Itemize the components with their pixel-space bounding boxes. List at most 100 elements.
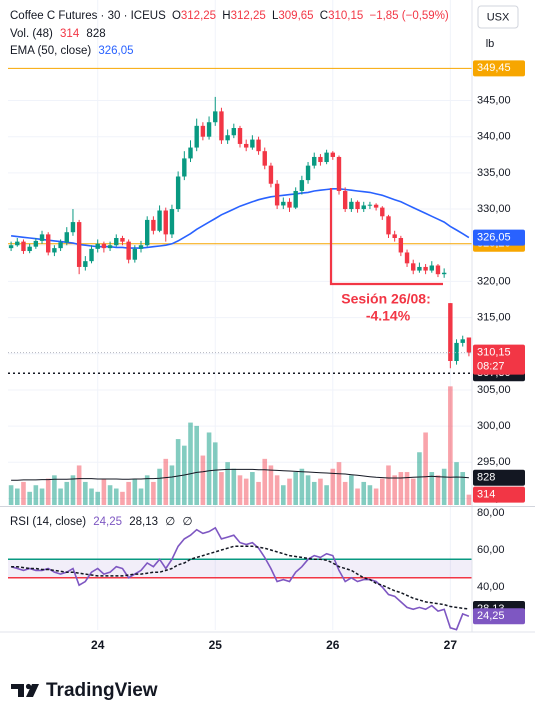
volume-bar	[120, 491, 125, 505]
volume-bar	[113, 488, 119, 505]
volume-bar	[126, 481, 131, 505]
rsi-tick-label: 80,00	[477, 507, 505, 519]
candle-body	[448, 303, 453, 362]
candle-body	[243, 143, 249, 148]
volume-bar	[76, 465, 82, 505]
rsi-tick-label: 40,00	[477, 581, 505, 593]
x-tick-label: 27	[444, 638, 458, 652]
volume-bar	[293, 472, 298, 505]
rsi-name: RSI (14, close)	[10, 516, 86, 528]
candle-body	[460, 339, 465, 343]
volume-bar	[231, 468, 237, 505]
candle-body	[349, 201, 354, 210]
volume-bar	[336, 462, 342, 505]
candle-body	[182, 158, 187, 177]
candle-body	[27, 246, 32, 252]
unit-box[interactable]	[477, 5, 519, 29]
candle-body	[15, 241, 20, 246]
volume-bar	[250, 472, 255, 505]
candle-body	[342, 190, 348, 210]
candle-body	[120, 238, 125, 242]
volume-bar	[268, 465, 274, 505]
volume-bar	[138, 488, 144, 505]
volume-ma-tag-bg	[473, 469, 525, 486]
volume-bar	[404, 472, 410, 505]
volume-bar	[39, 488, 45, 505]
volume-bar	[243, 478, 249, 505]
volume-bar	[200, 455, 206, 505]
volume-bar	[52, 475, 57, 505]
volume-bar	[89, 488, 94, 505]
candle-body	[411, 263, 416, 271]
ema-value: 326,05	[98, 45, 133, 57]
volume-value: 314	[60, 28, 80, 40]
y-tick-label: 305,00	[477, 384, 511, 396]
candle-body	[392, 234, 397, 238]
volume-bar	[318, 478, 323, 505]
volume-bar	[367, 485, 373, 505]
y-tick-label: 345,00	[477, 94, 511, 106]
logo-shape	[26, 684, 39, 697]
volume-ma-line	[11, 468, 469, 481]
candle-body	[76, 222, 82, 267]
volume-bar	[423, 432, 428, 505]
price-line-tag-bg	[473, 60, 525, 77]
candle-body	[8, 245, 14, 249]
y-tick-label: 315,00	[477, 311, 511, 323]
legend-header: Coffee C Futures · 30 · ICEUS O312,25 H3…	[10, 10, 449, 22]
candle-body	[423, 266, 428, 271]
volume-bar	[33, 485, 39, 505]
x-tick-label: 26	[326, 638, 340, 652]
volume-bar	[324, 485, 329, 505]
volume-bar	[212, 442, 218, 505]
candle-body	[435, 265, 441, 275]
candle-body	[132, 248, 138, 260]
candle-body	[39, 234, 45, 241]
volume-name: Vol. (48)	[10, 28, 53, 40]
candle-body	[169, 209, 175, 235]
volume-bar	[21, 481, 26, 505]
volume-bar	[392, 475, 397, 505]
volume-bar	[311, 481, 317, 505]
volume-bar	[58, 488, 63, 505]
rsi-ma-value: 28,13	[129, 516, 158, 528]
candle-body	[336, 156, 342, 191]
volume-bar	[330, 468, 336, 505]
volume-bar	[169, 465, 175, 505]
candle-body	[454, 342, 459, 362]
candle-body	[355, 201, 360, 210]
volume-bar	[349, 475, 354, 505]
candle-body	[64, 232, 69, 243]
rsi-band-fill	[8, 559, 472, 578]
candle-body	[126, 241, 131, 260]
volume-bar	[342, 481, 348, 505]
candle-body	[33, 240, 39, 247]
rsi-tag: 24,25	[477, 610, 505, 622]
logo-shape	[11, 684, 24, 697]
ohlc-key: C	[320, 10, 328, 22]
volume-bar	[355, 488, 360, 505]
volume-ma-tag: 828	[477, 472, 495, 484]
volume-bar	[460, 472, 466, 505]
candle-body	[95, 243, 100, 249]
unit-label[interactable]: USX	[487, 11, 510, 23]
candle-body	[58, 242, 63, 249]
candle-body	[299, 180, 305, 191]
rsi-tag-bg	[473, 608, 525, 625]
volume-bar	[386, 465, 391, 505]
volume-bar	[27, 491, 32, 505]
candle-body	[250, 139, 255, 148]
candle-body	[305, 165, 311, 181]
volume-bar	[163, 458, 169, 505]
candle-body	[330, 152, 335, 157]
volume-bar	[8, 485, 14, 505]
candle-body	[417, 266, 422, 271]
volume-bar	[299, 468, 305, 505]
candle-body	[213, 111, 218, 123]
candle-body	[367, 204, 373, 206]
volume-bar	[64, 481, 70, 505]
candle-body	[138, 245, 144, 249]
ohlc-key: O	[172, 10, 181, 22]
ohlc-key: L	[272, 10, 279, 22]
candle-body	[429, 265, 434, 271]
